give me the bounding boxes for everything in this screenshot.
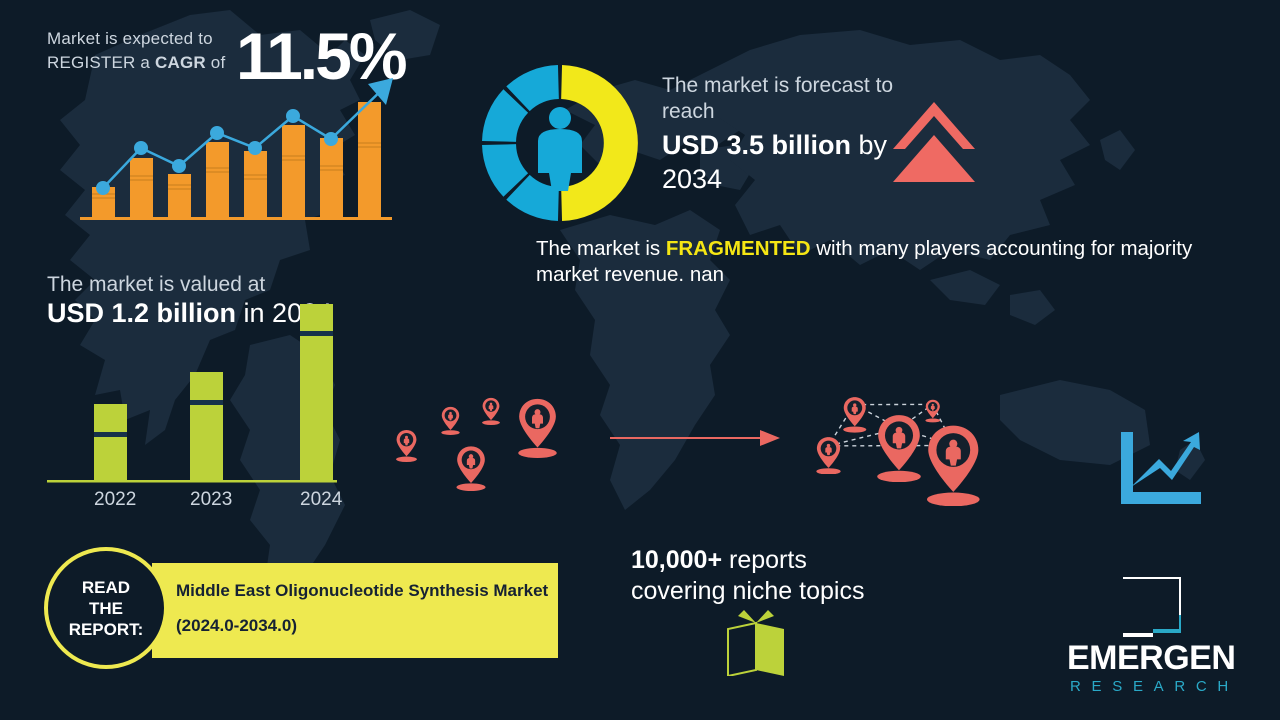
svg-text:2022: 2022 xyxy=(94,489,136,510)
svg-text:2024: 2024 xyxy=(300,489,343,510)
svg-text:2023: 2023 xyxy=(190,489,232,510)
